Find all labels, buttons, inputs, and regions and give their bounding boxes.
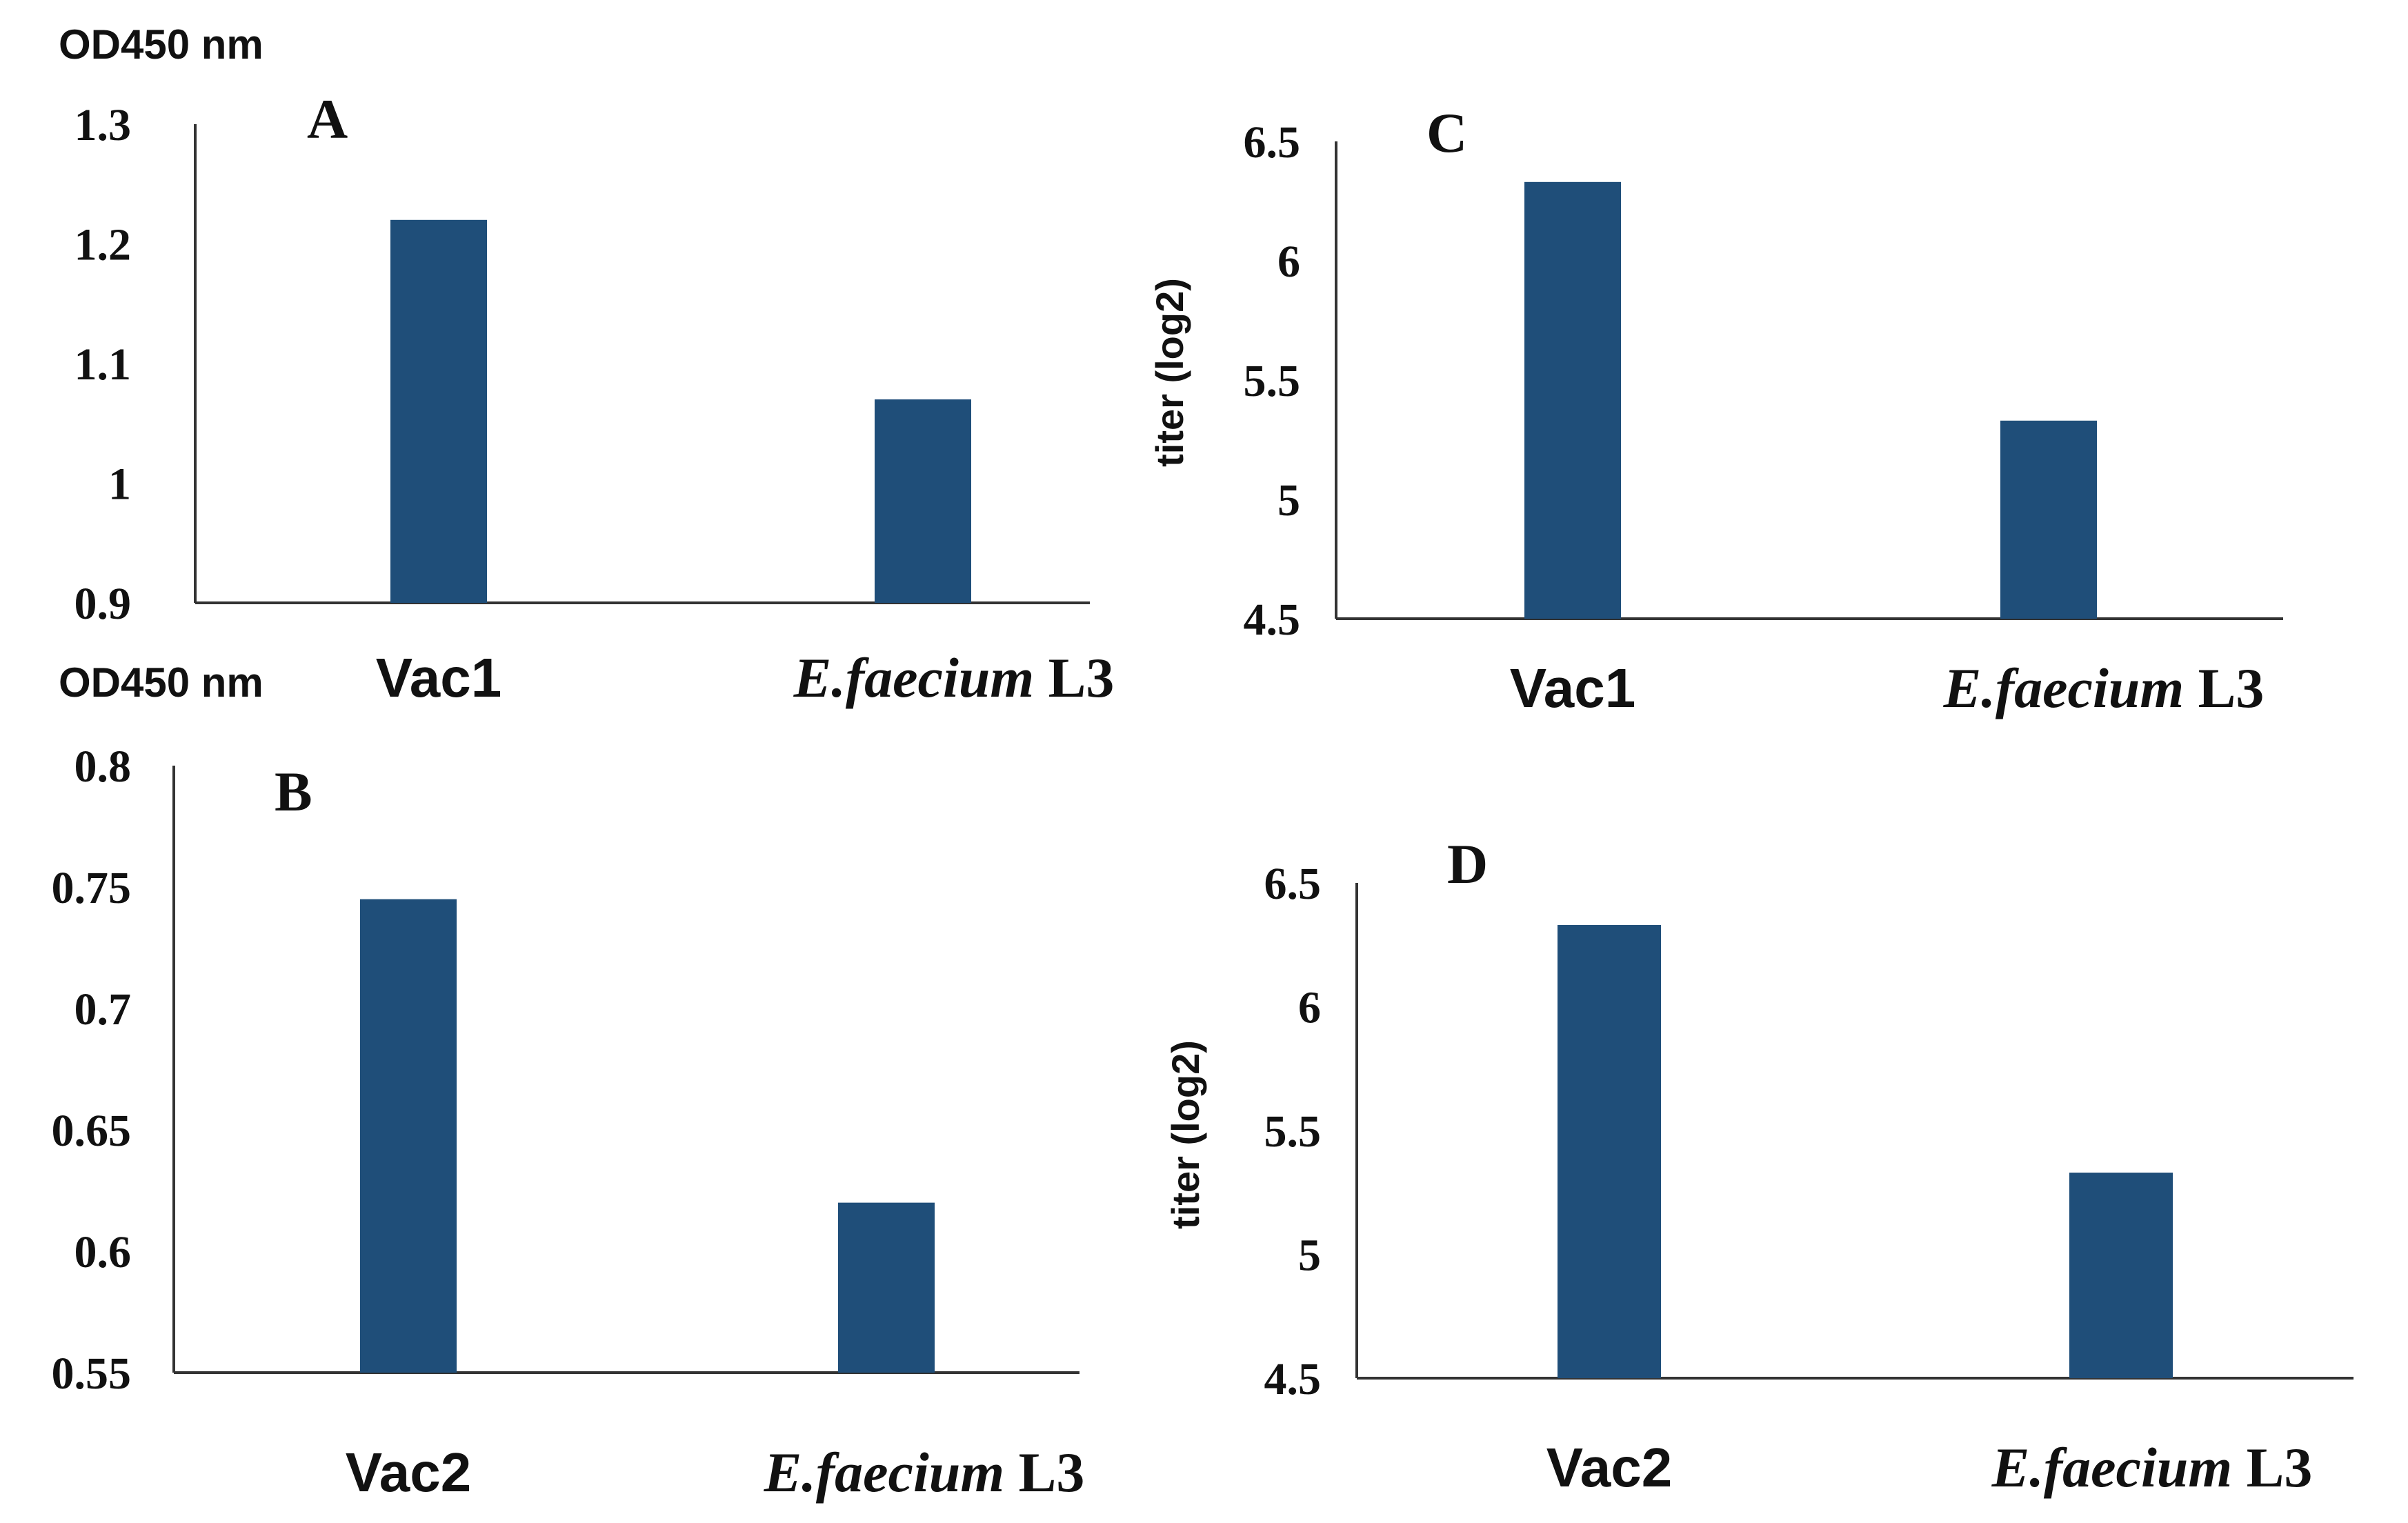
y-axis-label: titer (log2) bbox=[1164, 1040, 1207, 1229]
x-category-label: Vac2 bbox=[1546, 1437, 1672, 1498]
y-tick-label: 6.5 bbox=[1264, 859, 1322, 909]
y-tick-label: 5 bbox=[1277, 475, 1300, 526]
y-tick-label: 0.75 bbox=[52, 863, 132, 913]
category-species-name: E.faecium bbox=[764, 1441, 1004, 1504]
x-category-label: Vac1 bbox=[376, 647, 501, 708]
panel-letter: B bbox=[275, 760, 312, 823]
panel-letter: A bbox=[307, 88, 348, 150]
y-tick-label: 4.5 bbox=[1244, 595, 1301, 645]
y-tick-label: 0.9 bbox=[74, 579, 132, 629]
panel-letter: D bbox=[1447, 833, 1488, 895]
y-tick-label: 1 bbox=[108, 459, 131, 510]
y-tick-label: 1.2 bbox=[74, 220, 132, 270]
x-category-label: Vac1 bbox=[1510, 657, 1635, 719]
y-tick-label: 5.5 bbox=[1244, 356, 1301, 406]
category-species-name: E.faecium bbox=[1991, 1436, 2232, 1499]
y-tick-label: 0.7 bbox=[74, 984, 132, 1035]
category-species-name: E.faecium bbox=[793, 646, 1034, 709]
x-category-label: E.faecium L3 bbox=[1991, 1436, 2313, 1499]
y-axis-label: OD450 nm bbox=[59, 659, 263, 706]
bar-e-faecium-l3 bbox=[2000, 420, 2097, 619]
y-tick-label: 6 bbox=[1277, 237, 1300, 287]
y-axis-label: titer (log2) bbox=[1148, 278, 1191, 467]
y-tick-label: 0.55 bbox=[52, 1348, 132, 1399]
y-tick-label: 0.65 bbox=[52, 1106, 132, 1156]
x-category-label: E.faecium L3 bbox=[1943, 657, 2265, 719]
y-tick-label: 5.5 bbox=[1264, 1106, 1322, 1157]
category-species-name: E.faecium bbox=[1943, 657, 2184, 719]
category-strain-name: L3 bbox=[1004, 1441, 1084, 1504]
y-tick-label: 1.1 bbox=[74, 339, 132, 390]
bar-vac1 bbox=[1524, 181, 1621, 619]
y-tick-label: 0.6 bbox=[74, 1227, 132, 1277]
chart-panel-b: OD450 nm B 0.8 0.75 0.7 0.65 0.6 0.55 Vac2 E.faec… bbox=[52, 659, 1085, 1504]
bar-e-faecium-l3 bbox=[875, 399, 971, 603]
bar-vac2 bbox=[360, 899, 457, 1373]
y-tick-label: 6 bbox=[1298, 983, 1321, 1033]
chart-panel-c: titer (log2) C 6.5 6 5.5 5 4.5 Vac1 E.faecium L3 bbox=[1148, 101, 2283, 719]
bar-vac1 bbox=[390, 219, 487, 603]
y-tick-label: 5 bbox=[1298, 1231, 1321, 1281]
x-category-label: E.faecium L3 bbox=[793, 646, 1115, 709]
x-category-label: E.faecium L3 bbox=[764, 1441, 1085, 1504]
y-tick-label: 1.3 bbox=[74, 100, 132, 150]
x-category-label: Vac2 bbox=[346, 1442, 471, 1503]
y-tick-label: 0.8 bbox=[74, 741, 132, 792]
bar-e-faecium-l3 bbox=[838, 1202, 935, 1373]
bar-vac2 bbox=[1558, 925, 1661, 1378]
y-tick-label: 6.5 bbox=[1244, 117, 1301, 168]
category-strain-name: L3 bbox=[2232, 1436, 2312, 1499]
y-axis-label: OD450 nm bbox=[59, 21, 263, 68]
panel-letter: C bbox=[1426, 101, 1467, 164]
chart-panel-a: OD450 nm A 1.3 1.2 1.1 1 0.9 Vac1 E.faecium L3 bbox=[59, 21, 1114, 709]
category-strain-name: L3 bbox=[1034, 646, 1114, 709]
bar-e-faecium-l3 bbox=[2069, 1173, 2173, 1378]
category-strain-name: L3 bbox=[2184, 657, 2264, 719]
y-tick-label: 4.5 bbox=[1264, 1354, 1322, 1404]
chart-panel-d: titer (log2) D 6.5 6 5.5 5 4.5 Vac2 E.faecium L3 bbox=[1164, 833, 2354, 1499]
